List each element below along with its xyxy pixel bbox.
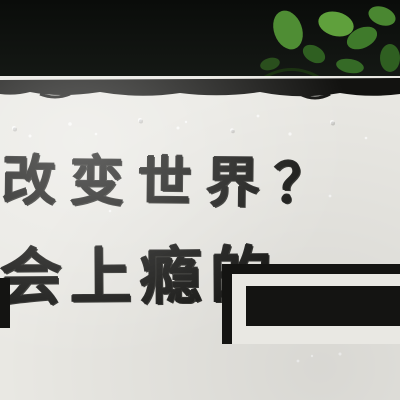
painted-block-bottom	[246, 286, 400, 326]
sign-text-line-1: 改变世界？	[1, 149, 343, 216]
paint-mark-left	[0, 278, 10, 328]
foliage	[259, 6, 400, 82]
water-droplets	[12, 114, 368, 363]
brush-stroke-top	[0, 78, 400, 100]
sign-board: 改变世界？ 会上瘾的。	[0, 76, 400, 400]
